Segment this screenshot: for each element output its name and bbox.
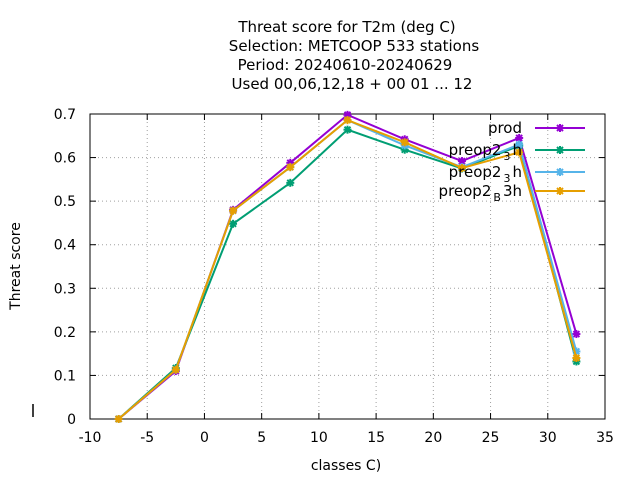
series-line: [117, 118, 578, 420]
data-point-d2: [515, 134, 523, 142]
legend-entry-2: preop2 3 h: [449, 141, 585, 163]
y-tick-label: 0.7: [54, 107, 76, 123]
x-tick-label: 10: [310, 430, 328, 446]
data-point-d2: [229, 220, 237, 228]
x-tick-label: 25: [482, 430, 500, 446]
x-tick-label: 20: [424, 430, 442, 446]
legend-label: preop2 3 h: [449, 163, 522, 185]
legend-entry-3: preop2 3 h: [449, 163, 585, 185]
data-point-d2: [572, 354, 581, 362]
legend-entry-4: preop2 B 3h: [439, 182, 585, 204]
y-tick-label: 0: [67, 412, 76, 428]
data-point-d2: [401, 138, 409, 147]
axis-ticks: -10 -5 0 5 10 15 20 25 30 35 0 0.1 0.2 0.3 0.4 0.5 0.6 0.…: [54, 107, 614, 446]
y-axis-label: Threat score: [8, 222, 24, 311]
x-tick-label: 0: [200, 430, 209, 446]
data-point-d2: [556, 187, 564, 195]
x-tick-label: 30: [539, 430, 557, 446]
y-tick-label: 0.6: [54, 151, 76, 167]
legend-entry-1: prod: [488, 119, 585, 137]
data-point-d2: [556, 124, 564, 132]
series-3: [114, 116, 581, 423]
plot-frame: [89, 113, 606, 420]
data-point-d2: [343, 125, 352, 134]
y-tick-label: 0.3: [54, 281, 76, 297]
x-tick-label: 35: [596, 430, 614, 446]
title-line-3: Period: 20240610-20240629: [238, 56, 453, 74]
data-point-d2: [114, 415, 123, 423]
chart-title: Threat score for T2m (deg C) Selection: …: [229, 18, 480, 93]
data-point-d2: [229, 207, 237, 215]
y-tick-label: 0.5: [54, 194, 76, 210]
title-line-2: Selection: METCOOP 533 stations: [229, 37, 480, 55]
legend-label: preop2 3 h: [449, 141, 522, 163]
grid-lines: [90, 114, 605, 419]
data-point-d2: [172, 366, 180, 374]
data-point-d2: [343, 116, 352, 124]
legend-label: preop2 B 3h: [439, 182, 522, 204]
series-line: [117, 118, 578, 420]
data-point-d2: [556, 146, 564, 154]
x-tick-label: 5: [257, 430, 266, 446]
y-tick-label: 0.4: [54, 238, 76, 254]
data-point-d2: [286, 163, 294, 171]
x-tick-label: -10: [79, 430, 102, 446]
y-tick-label: 0.1: [54, 368, 76, 384]
series-2: [114, 125, 581, 423]
data-point-d2: [572, 330, 581, 338]
data-point-d2: [286, 179, 294, 187]
title-line-4: Used 00,06,12,18 + 00 01 ... 12: [232, 75, 473, 93]
y-tick-label: 0.2: [54, 325, 76, 341]
data-point-d2: [515, 148, 523, 157]
x-tick-label: 15: [367, 430, 385, 446]
data-point-d2: [556, 168, 564, 176]
title-line-1: Threat score for T2m (deg C): [237, 18, 455, 36]
legend-label: prod: [488, 119, 522, 137]
x-axis-label: classes C): [311, 458, 381, 474]
series-4: [114, 116, 581, 423]
data-point-d2: [458, 157, 466, 165]
data-series: [114, 110, 581, 423]
data-point-d2: [515, 140, 523, 149]
x-tick-label: -5: [140, 430, 154, 446]
data-point-d2: [458, 164, 466, 172]
